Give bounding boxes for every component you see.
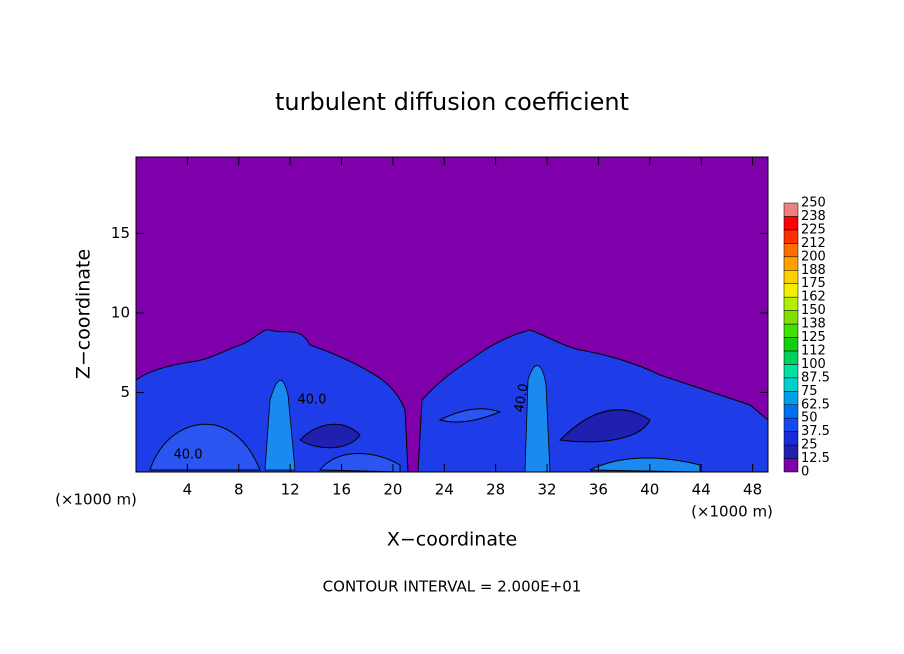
colorbar-swatch — [783, 202, 799, 217]
colorbar-label: 150 — [801, 303, 826, 318]
colorbar-label: 112 — [801, 343, 826, 358]
colorbar-label: 225 — [801, 222, 826, 237]
colorbar-swatch — [783, 256, 799, 271]
colorbar-label: 0 — [801, 465, 809, 480]
colorbar-swatch — [783, 458, 799, 473]
colorbar-label: 12.5 — [801, 451, 830, 466]
y-tick-label: 15 — [111, 224, 130, 242]
colorbar-swatch — [783, 444, 799, 459]
colorbar-swatch — [783, 337, 799, 352]
colorbar-label: 25 — [801, 438, 818, 453]
contour-label: 40.0 — [512, 382, 532, 413]
field — [136, 329, 768, 472]
colorbar-swatch — [783, 243, 799, 258]
x-tick-label: 16 — [332, 481, 351, 499]
x-tick-label: 36 — [589, 481, 608, 499]
x-tick-label: 44 — [692, 481, 711, 499]
x-tick-label: 4 — [183, 481, 193, 499]
colorbar-label: 87.5 — [801, 370, 830, 385]
colorbar-label: 100 — [801, 357, 826, 372]
colorbar-label: 138 — [801, 317, 826, 332]
footnote: CONTOUR INTERVAL = 2.000E+01 — [323, 578, 582, 596]
colorbar-label: 200 — [801, 249, 826, 264]
colorbar-swatch — [783, 417, 799, 432]
colorbar-swatch — [783, 391, 799, 405]
colorbar-label: 37.5 — [801, 424, 830, 439]
x-unit-right: (×1000 m) — [691, 503, 773, 521]
chart-title: turbulent diffusion coefficient — [275, 88, 629, 116]
y-tick-label: 5 — [120, 383, 130, 401]
x-tick-label: 24 — [435, 481, 454, 499]
x-tick-label: 12 — [281, 481, 300, 499]
colorbar-swatch — [783, 229, 799, 244]
colorbar-label: 212 — [801, 236, 826, 251]
colorbar-swatch — [783, 364, 799, 379]
colorbar-label: 175 — [801, 276, 826, 291]
x-axis-label: X−coordinate — [387, 529, 517, 551]
x-tick-label: 40 — [640, 481, 659, 499]
colorbar-swatch — [783, 404, 799, 419]
colorbar-label: 250 — [801, 196, 826, 211]
x-unit-left: (×1000 m) — [55, 491, 137, 509]
colorbar-swatch — [783, 350, 799, 365]
colorbar-swatch — [783, 310, 799, 325]
colorbar-label: 50 — [801, 411, 818, 426]
y-tick-label: 10 — [111, 303, 130, 321]
colorbar-swatch — [783, 296, 799, 311]
x-tick-label: 28 — [486, 481, 505, 499]
contour-label: 40.0 — [174, 448, 203, 463]
colorbar-label: 188 — [801, 263, 826, 278]
x-tick-label: 8 — [234, 481, 244, 499]
x-tick-label: 20 — [383, 481, 402, 499]
y-axis-label: Z−coordinate — [73, 249, 95, 379]
x-tick-label: 48 — [743, 481, 762, 499]
contour-label: 40.0 — [298, 393, 327, 408]
colorbar-swatch — [783, 270, 799, 284]
colorbar-swatch — [783, 431, 799, 446]
colorbar-swatch — [783, 283, 799, 298]
colorbar-label: 62.5 — [801, 397, 830, 412]
colorbar-label: 75 — [801, 384, 818, 399]
colorbar-label: 125 — [801, 330, 826, 345]
colorbar-swatch — [783, 377, 799, 392]
plot-frame — [135, 156, 769, 473]
colorbar-swatch — [783, 323, 799, 338]
colorbar-label: 162 — [801, 290, 826, 305]
colorbar-swatch — [783, 216, 799, 231]
x-tick-label: 32 — [538, 481, 557, 499]
colorbar-label: 238 — [801, 209, 826, 224]
